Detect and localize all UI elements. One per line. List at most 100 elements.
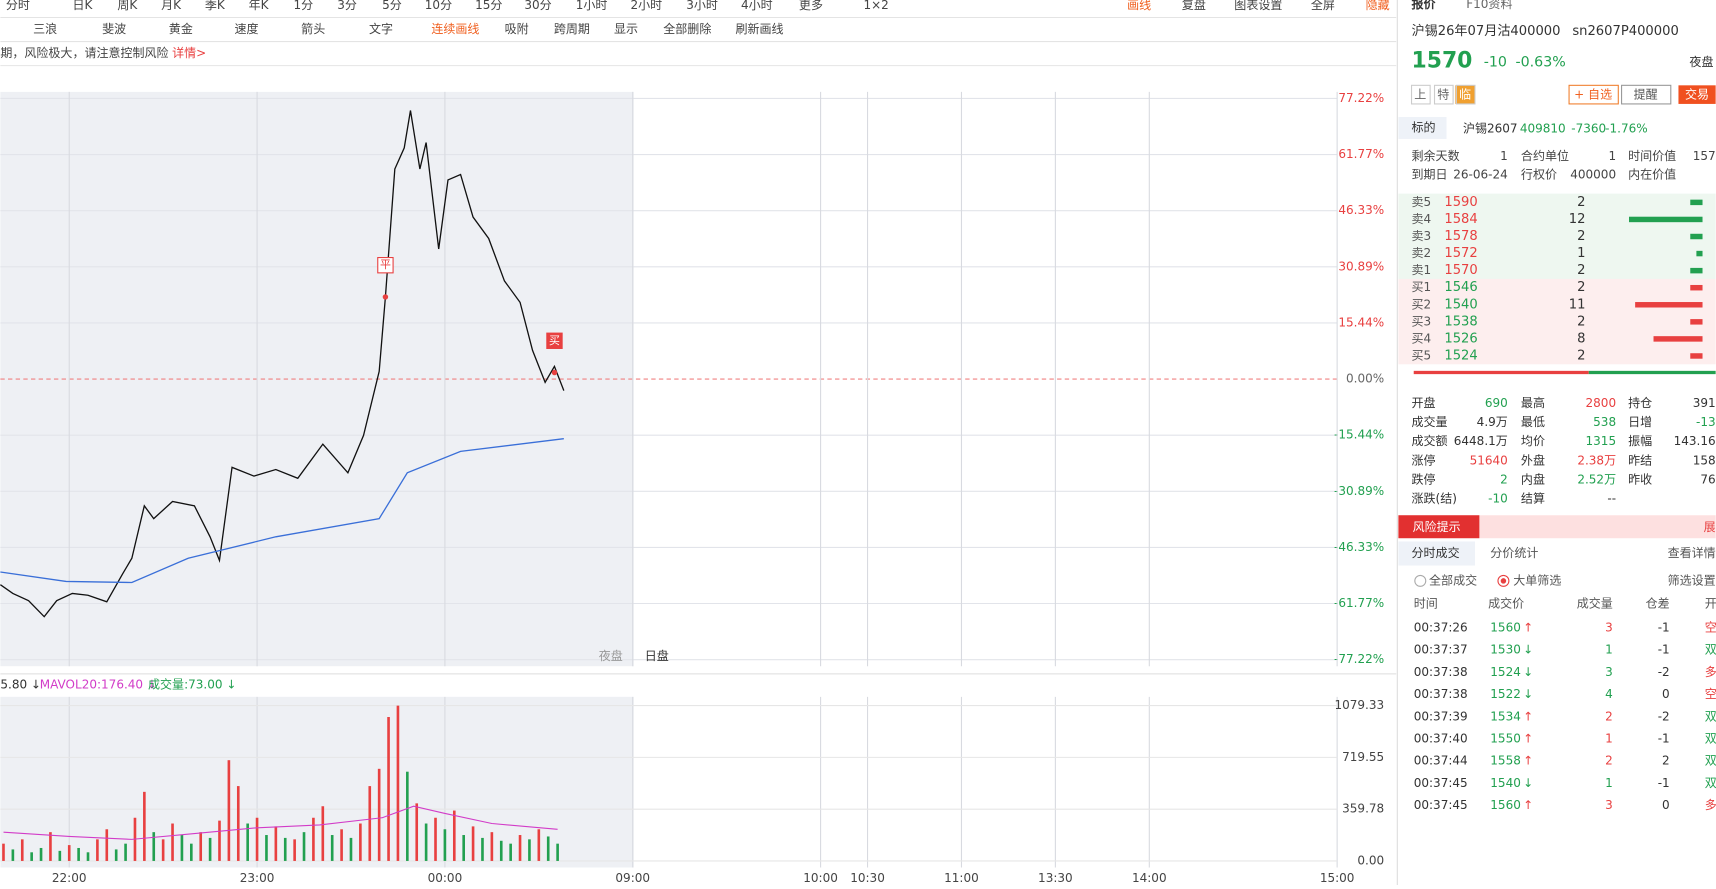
volume-bar — [96, 839, 99, 861]
period-tab[interactable]: 分时 — [6, 0, 30, 12]
tool-button[interactable]: 全屏 — [1311, 0, 1335, 12]
period-tab[interactable]: 4小时 — [741, 0, 773, 12]
draw-tool[interactable]: 显示 — [614, 22, 638, 36]
notice-link[interactable]: 详情> — [172, 45, 206, 60]
volume-bar — [546, 836, 550, 861]
book-label: 买4 — [1412, 331, 1432, 345]
volume-bar — [77, 847, 80, 861]
filter[interactable]: 筛选设置 — [1668, 572, 1716, 587]
stat-cell: 昨结 — [1628, 453, 1652, 467]
period-tab[interactable]: 10分 — [425, 0, 452, 12]
stat-cell: 51640 — [1470, 453, 1508, 467]
info-cell: 内在价值 — [1628, 167, 1676, 182]
trade-time: 00:37:40 — [1414, 731, 1468, 745]
y-tick-label: 46.33% — [1338, 203, 1384, 217]
draw-tool[interactable]: 全部删除 — [663, 21, 711, 36]
panel-tab[interactable]: F10资料 — [1466, 0, 1512, 11]
draw-tool[interactable]: 跨周期 — [554, 22, 590, 36]
volume-bar — [415, 803, 419, 861]
trade-oi: -1 — [1658, 731, 1670, 745]
trade-tab[interactable]: 查看详情 — [1668, 545, 1716, 560]
trade-tab[interactable]: 分时成交 — [1412, 545, 1460, 560]
info-cell: 1 — [1608, 149, 1616, 163]
trade-btn[interactable] — [1678, 85, 1716, 104]
draw-tool[interactable]: 箭头 — [301, 21, 325, 36]
period-tab[interactable]: 季K — [205, 0, 226, 12]
period-tab[interactable]: 年K — [249, 0, 270, 12]
volume-bar — [105, 829, 109, 861]
stat-cell: 外盘 — [1521, 452, 1545, 467]
period-tab[interactable]: 1×2 — [863, 0, 888, 12]
draw-tool[interactable]: 速度 — [234, 21, 258, 36]
marker-label: 买 — [549, 334, 560, 347]
radio[interactable] — [1497, 574, 1510, 587]
ask-bg — [1398, 193, 1716, 279]
button[interactable]: 提醒 — [1634, 87, 1658, 102]
volume-bar — [471, 826, 475, 861]
period-tab[interactable]: 5分 — [382, 0, 402, 12]
filter[interactable]: 大单筛选 — [1513, 572, 1561, 587]
session-label[interactable]: 日盘 — [645, 648, 669, 663]
trade-tab[interactable]: 分价统计 — [1490, 546, 1538, 560]
button[interactable]: 交易 — [1685, 87, 1709, 102]
book-label: 卖2 — [1412, 246, 1432, 260]
tag: 上 — [1414, 88, 1426, 102]
volume-bar — [283, 837, 287, 861]
radio[interactable] — [1414, 574, 1427, 587]
info-cell: 行权价 — [1521, 168, 1557, 182]
draw-tool[interactable]: 文字 — [369, 21, 393, 36]
volume-bar — [340, 829, 343, 861]
draw-tool[interactable]: 刷新画线 — [735, 21, 783, 36]
stat-cell: 690 — [1485, 396, 1508, 410]
tool-button[interactable]: 图表设置 — [1234, 0, 1282, 12]
stat-cell: 内盘 — [1521, 471, 1545, 486]
filter[interactable]: 全部成交 — [1429, 572, 1477, 587]
period-tab[interactable]: 更多 — [799, 0, 823, 12]
x-tick-label: 09:00 — [615, 871, 650, 885]
period-tab[interactable]: 3分 — [337, 0, 357, 12]
volume-bar — [424, 823, 428, 861]
volume-bar — [208, 837, 212, 861]
draw-tool[interactable]: 连续画线 — [431, 21, 479, 36]
tag-bg — [1455, 85, 1475, 104]
trade-time: 00:37:45 — [1414, 798, 1468, 812]
button[interactable]: + 自选 — [1574, 88, 1612, 102]
period-tab[interactable]: 月K — [161, 0, 182, 12]
tab-active[interactable] — [1398, 541, 1475, 566]
period-tab[interactable]: 30分 — [524, 0, 551, 12]
tag-border — [1455, 84, 1476, 105]
risk-expand[interactable]: 展 — [1704, 520, 1716, 534]
stat-cell: 开盘 — [1412, 395, 1436, 410]
book-volume: 2 — [1577, 314, 1585, 329]
period-tab[interactable]: 周K — [117, 0, 138, 12]
book-price: 1546 — [1444, 280, 1477, 295]
depth-bar — [1690, 233, 1703, 240]
draw-tool[interactable]: 三浪 — [33, 21, 57, 36]
draw-tool[interactable]: 吸附 — [505, 22, 529, 36]
period-tab[interactable]: 2小时 — [630, 0, 662, 12]
draw-tool[interactable]: 黄金 — [169, 21, 193, 36]
stat-cell: 391 — [1693, 396, 1716, 410]
period-tab[interactable]: 1分 — [294, 0, 314, 12]
draw-tool[interactable]: 斐波 — [102, 22, 126, 36]
trade-dir: ↑ — [1523, 620, 1533, 634]
volume-bar — [30, 852, 33, 861]
stat-cell: 持仓 — [1628, 395, 1652, 410]
y-tick-label: 15.44% — [1338, 315, 1384, 329]
tool-button[interactable]: 画线 — [1127, 0, 1151, 12]
period-tab[interactable]: 1小时 — [576, 0, 608, 12]
button-border[interactable] — [1568, 84, 1619, 105]
period-tab[interactable]: 3小时 — [686, 0, 718, 12]
trade-oi: -2 — [1658, 709, 1670, 723]
panel-tab[interactable]: 报价 — [1412, 0, 1437, 11]
trade-price: 1534 — [1490, 709, 1521, 723]
period-tab[interactable]: 日K — [73, 0, 94, 12]
trade-time: 00:37:44 — [1414, 754, 1468, 768]
session-label[interactable]: 夜盘 — [599, 648, 623, 663]
tool-button[interactable]: 隐藏 — [1366, 0, 1390, 12]
tool-button[interactable]: 复盘 — [1182, 0, 1206, 12]
trade-price: 1530 — [1490, 643, 1521, 657]
button-border[interactable] — [1621, 84, 1672, 105]
period-tab[interactable]: 15分 — [475, 0, 502, 12]
trade-type: 多 — [1705, 798, 1716, 812]
